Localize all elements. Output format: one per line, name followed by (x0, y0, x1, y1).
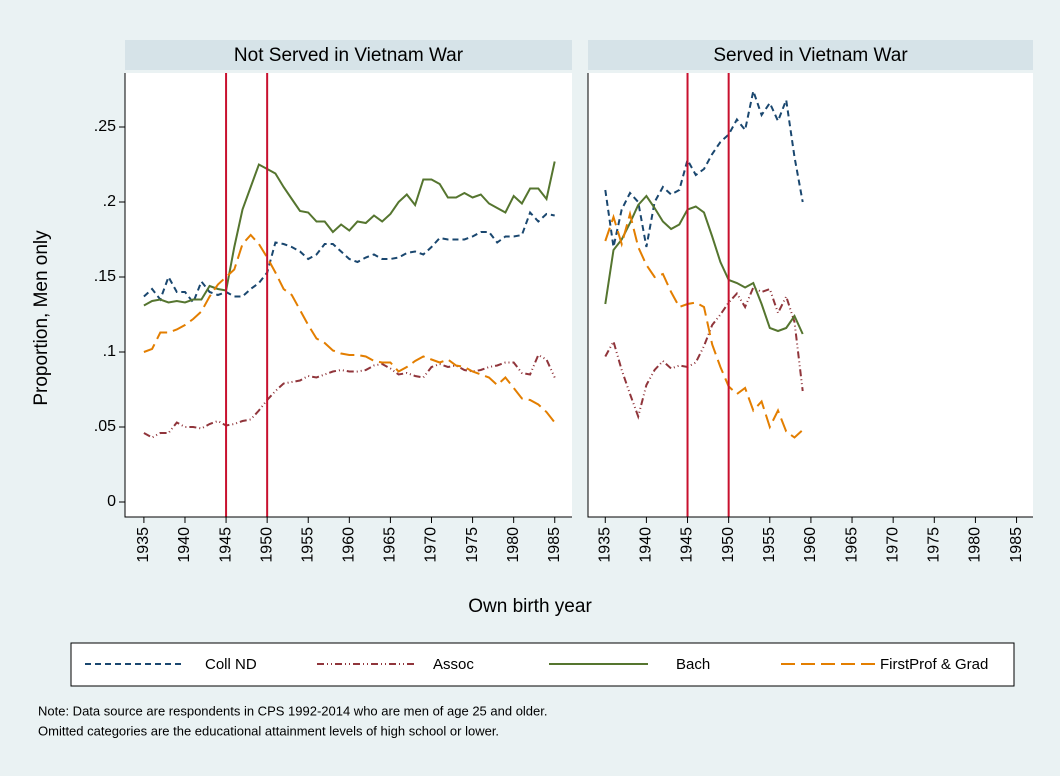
x-tick-label: 1955 (761, 527, 778, 563)
data-line (604, 210, 804, 439)
axis-line (124, 73, 572, 518)
y-axis-label: Proportion, Men only (31, 230, 52, 406)
legend-label: FirstProf & Grad (880, 656, 988, 673)
legend-box (70, 642, 1015, 687)
legend-label: Assoc (433, 656, 474, 673)
data-line (143, 233, 556, 424)
x-tick-label: 1940 (176, 527, 193, 563)
y-tick-label: .15 (94, 268, 116, 285)
plot-area (588, 73, 1033, 517)
x-tick-label: 1985 (1008, 527, 1025, 563)
x-tick-label: 1970 (423, 527, 440, 563)
x-tick-label: 1935 (135, 527, 152, 563)
y-tick-label: .1 (103, 343, 116, 360)
legend-label: Coll ND (205, 656, 257, 673)
y-tick-label: 0 (107, 493, 116, 510)
data-line (143, 161, 556, 307)
data-line (604, 194, 804, 335)
panel-header (588, 40, 1033, 70)
y-tick-label: .05 (94, 418, 116, 435)
x-tick-label: 1960 (802, 527, 819, 563)
x-tick-label: 1975 (926, 527, 943, 563)
x-tick-label: 1940 (638, 527, 655, 563)
data-line (143, 210, 555, 305)
y-tick-label: .25 (94, 118, 116, 135)
y-tick-label: .2 (103, 193, 116, 210)
x-tick-label: 1985 (546, 527, 563, 563)
data-line (604, 286, 804, 420)
x-tick-label: 1955 (299, 527, 316, 563)
data-line (143, 353, 556, 439)
x-tick-label: 1970 (884, 527, 901, 563)
panel-title: Served in Vietnam War (713, 45, 908, 66)
x-tick-label: 1960 (341, 527, 358, 563)
data-line (604, 87, 804, 248)
x-tick-label: 1980 (967, 527, 984, 563)
x-tick-label: 1950 (258, 527, 275, 563)
x-tick-label: 1965 (843, 527, 860, 563)
plot-area (125, 73, 572, 517)
x-tick-label: 1945 (217, 527, 234, 563)
x-tick-label: 1975 (464, 527, 481, 563)
x-axis-label: Own birth year (468, 596, 592, 617)
x-tick-label: 1945 (679, 527, 696, 563)
legend-label: Bach (676, 656, 710, 673)
panel-title: Not Served in Vietnam War (234, 45, 464, 66)
panel-header (125, 40, 572, 70)
axis-line (587, 73, 1033, 518)
x-tick-label: 1965 (382, 527, 399, 563)
x-tick-label: 1935 (596, 527, 613, 563)
note: Note: Data source are respondents in CPS… (38, 703, 548, 718)
x-tick-label: 1980 (505, 527, 522, 563)
note: Omitted categories are the educational a… (38, 723, 499, 738)
x-tick-label: 1950 (720, 527, 737, 563)
